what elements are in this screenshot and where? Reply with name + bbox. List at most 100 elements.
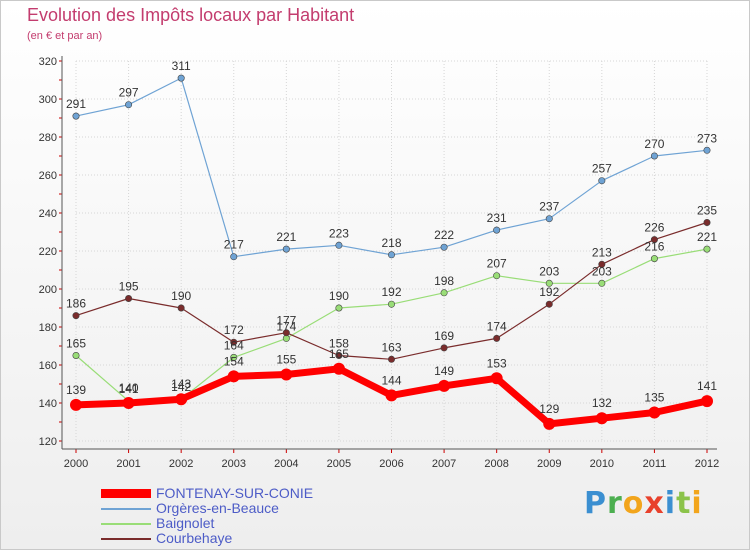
point-1-10	[598, 177, 606, 185]
x-tick-label-2006: 2006	[379, 458, 403, 470]
point-0-4	[280, 368, 293, 381]
point-3-0	[72, 312, 80, 320]
point-3-4	[282, 329, 290, 337]
data-label-3-5: 158	[329, 337, 349, 351]
data-label-3-3: 172	[224, 323, 244, 337]
point-3-1	[125, 294, 133, 302]
point-2-9	[545, 279, 553, 287]
point-3-10	[598, 260, 606, 268]
point-1-11	[650, 152, 658, 160]
data-label-1-10: 257	[592, 162, 612, 176]
data-label-3-0: 186	[66, 297, 86, 311]
point-1-3	[230, 253, 238, 261]
point-2-5	[335, 304, 343, 312]
series-lines	[70, 74, 713, 430]
data-label-0-6: 144	[381, 373, 401, 387]
point-0-9	[543, 417, 556, 430]
point-1-12	[703, 146, 711, 154]
point-0-6	[385, 389, 398, 402]
data-label-1-1: 297	[119, 86, 139, 100]
point-0-0	[70, 398, 82, 411]
legend-label-orgeres: Orgères-en-Beauce	[156, 500, 279, 516]
legend-label-fontenay: FONTENAY-SUR-CONIE	[156, 485, 314, 501]
point-1-8	[493, 226, 501, 234]
point-3-9	[545, 300, 553, 308]
point-2-0	[72, 351, 80, 359]
point-0-8	[490, 372, 503, 385]
data-label-1-6: 218	[381, 236, 401, 250]
legend-item-baignolet: Baignolet	[101, 515, 361, 531]
data-label-1-5: 223	[329, 226, 349, 240]
data-label-2-4: 174	[276, 319, 296, 333]
point-2-6	[387, 300, 395, 308]
legend-item-fontenay: FONTENAY-SUR-CONIE	[101, 485, 361, 501]
x-tick-label-2003: 2003	[222, 458, 246, 470]
data-label-1-9: 237	[539, 200, 559, 214]
data-label-1-4: 221	[276, 230, 296, 244]
axes	[59, 56, 717, 453]
x-tick-label-2011: 2011	[643, 458, 667, 470]
y-tick-label-320: 320	[39, 56, 57, 68]
data-label-0-7: 149	[434, 364, 454, 378]
data-label-2-5: 190	[329, 289, 349, 303]
data-label-3-11: 226	[644, 221, 664, 235]
data-label-0-10: 132	[592, 396, 612, 410]
point-1-0	[72, 112, 80, 120]
data-label-2-2: 142	[171, 380, 191, 394]
point-1-7	[440, 243, 448, 251]
point-0-11	[648, 406, 661, 419]
data-label-2-12: 221	[697, 230, 717, 244]
legend-label-courbehaye: Courbehaye	[156, 530, 233, 546]
legend-swatch-courbehaye	[101, 538, 151, 540]
legend-swatch-baignolet	[101, 523, 151, 525]
point-2-3	[230, 353, 238, 361]
y-tick-label-200: 200	[39, 284, 57, 296]
point-3-3	[230, 338, 238, 346]
data-label-0-9: 129	[539, 402, 559, 416]
x-tick-label-2002: 2002	[169, 458, 193, 470]
point-1-1	[125, 101, 133, 109]
data-label-1-12: 273	[697, 131, 717, 145]
legend-item-courbehaye: Courbehaye	[101, 530, 361, 546]
legend: FONTENAY-SUR-CONIE Orgères-en-Beauce Bai…	[101, 485, 361, 546]
x-tick-label-2009: 2009	[537, 458, 561, 470]
x-axis-ticks: 2000 2001 2002 2003 2004 2005 2006 2007 2008 2009…	[64, 458, 719, 470]
data-label-1-11: 270	[644, 137, 664, 151]
y-tick-label-300: 300	[39, 94, 57, 106]
data-label-3-4: 177	[276, 314, 296, 328]
data-label-2-11: 216	[644, 240, 664, 254]
data-label-2-0: 165	[66, 337, 86, 351]
y-tick-label-120: 120	[39, 436, 57, 448]
point-0-10	[595, 412, 608, 425]
point-1-4	[282, 245, 290, 253]
y-tick-label-260: 260	[39, 170, 57, 182]
x-tick-label-2004: 2004	[274, 458, 298, 470]
data-label-2-8: 207	[487, 257, 507, 271]
data-label-0-5: 165	[329, 347, 349, 361]
point-0-12	[701, 395, 713, 408]
point-0-1	[122, 397, 135, 409]
point-1-9	[545, 215, 553, 223]
data-label-3-9: 192	[539, 285, 559, 299]
point-2-8	[493, 272, 501, 280]
data-label-1-2: 311	[172, 59, 191, 73]
data-label-0-0: 139	[66, 383, 86, 397]
data-label-3-7: 169	[434, 329, 454, 343]
point-0-2	[175, 393, 188, 406]
data-label-1-0: 291	[66, 97, 86, 111]
data-label-0-2: 143	[171, 377, 191, 391]
data-label-3-2: 190	[171, 289, 191, 303]
point-3-11	[650, 236, 658, 244]
proxiti-logo: Proxiti	[584, 486, 703, 521]
point-3-12	[703, 219, 711, 227]
y-tick-label-180: 180	[39, 322, 57, 334]
data-label-3-8: 174	[487, 319, 507, 333]
point-1-6	[387, 251, 395, 259]
x-tick-label-2005: 2005	[327, 458, 351, 470]
point-2-11	[650, 255, 658, 263]
x-tick-label-2008: 2008	[484, 458, 508, 470]
data-label-0-8: 153	[487, 356, 507, 370]
point-1-5	[335, 241, 343, 249]
data-label-1-8: 231	[487, 211, 507, 225]
